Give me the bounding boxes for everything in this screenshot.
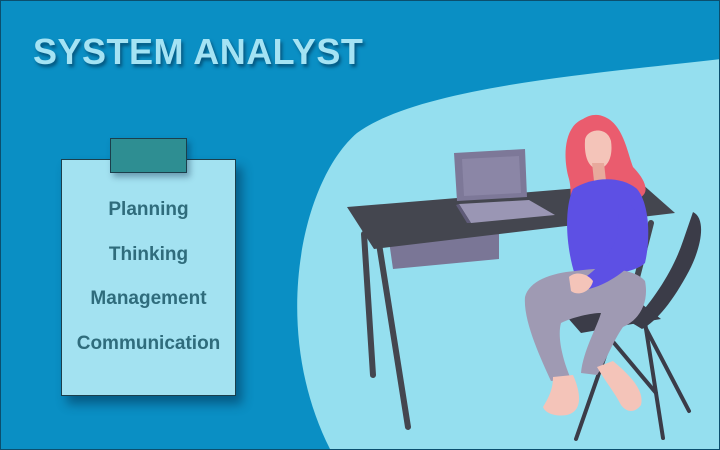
arm [583, 201, 642, 289]
page-title: SYSTEM ANALYST [33, 31, 364, 72]
clipboard-clip [110, 138, 187, 173]
skill-list: Planning Thinking Management Communicati… [62, 198, 235, 376]
face [584, 130, 612, 169]
pants [524, 268, 647, 381]
skill-item-communication: Communication [76, 332, 221, 354]
laptop-icon [454, 149, 555, 223]
chair-back [632, 212, 702, 329]
clipboard: Planning Thinking Management Communicati… [61, 159, 236, 396]
skill-item-management: Management [90, 288, 207, 309]
foot-left [543, 375, 580, 416]
hand [569, 273, 593, 294]
foot-right [597, 361, 642, 411]
chair [574, 314, 691, 441]
skill-item-thinking: Thinking [108, 243, 189, 265]
skill-item-planning: Planning [108, 199, 189, 220]
